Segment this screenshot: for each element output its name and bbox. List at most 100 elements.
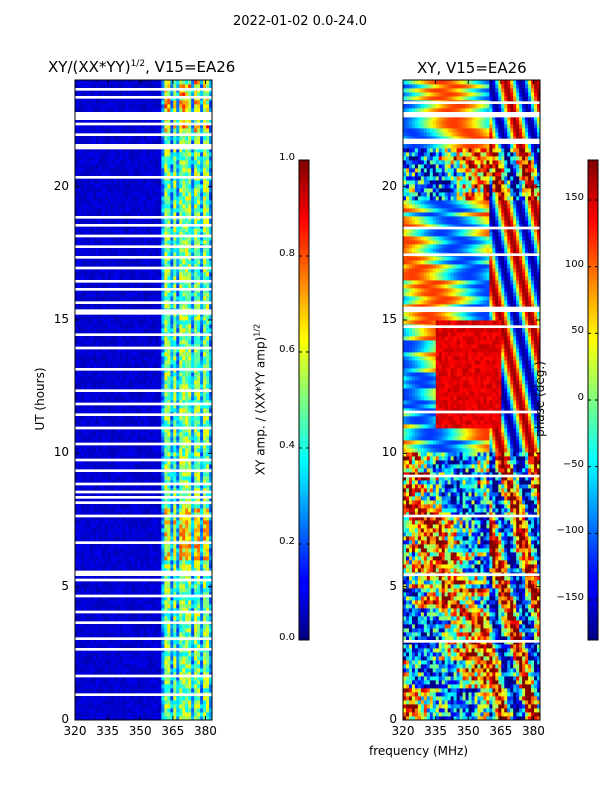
- left-heatmap-cell: [176, 512, 180, 517]
- left-heatmap-cell: [110, 292, 115, 297]
- left-heatmap-cell: [209, 704, 212, 709]
- left-heatmap-cell: [107, 324, 112, 329]
- left-heatmap-cell: [116, 556, 121, 561]
- left-heatmap-cell: [191, 344, 195, 349]
- left-heatmap-cell: [155, 704, 159, 709]
- left-heatmap-cell: [152, 640, 156, 645]
- left-heatmap-cell: [167, 324, 171, 329]
- left-heatmap-cell: [75, 660, 79, 665]
- left-heatmap-cell: [89, 372, 94, 377]
- left-heatmap-cell: [92, 588, 97, 593]
- left-heatmap-cell: [128, 348, 132, 353]
- left-heatmap-cell: [110, 336, 115, 341]
- left-heatmap-cell: [80, 600, 85, 605]
- left-heatmap-cell: [209, 488, 212, 493]
- left-heatmap-cell: [146, 532, 150, 537]
- left-heatmap-cell: [92, 652, 97, 657]
- left-heatmap-cell: [152, 524, 156, 529]
- left-heatmap-cell: [191, 588, 195, 593]
- left-heatmap-cell: [161, 292, 165, 297]
- left-heatmap-cell: [75, 296, 79, 301]
- left-heatmap-cell: [182, 376, 186, 381]
- left-heatmap-cell: [158, 324, 162, 329]
- left-heatmap-cell: [128, 664, 132, 669]
- left-heatmap-cell: [107, 588, 112, 593]
- left-heatmap-cell: [92, 304, 97, 309]
- left-heatmap-cell: [80, 456, 85, 461]
- left-heatmap-cell: [77, 640, 82, 645]
- left-heatmap-cell: [110, 464, 115, 469]
- left-heatmap-cell: [185, 416, 189, 421]
- left-heatmap-cell: [161, 652, 165, 657]
- left-heatmap-cell: [161, 592, 165, 597]
- left-heatmap-cell: [137, 408, 141, 413]
- left-heatmap-cell: [125, 380, 130, 385]
- left-heatmap-cell: [173, 684, 177, 689]
- left-heatmap-cell: [116, 584, 121, 589]
- left-heatmap-cell: [77, 596, 82, 601]
- left-heatmap-cell: [146, 464, 150, 469]
- left-heatmap-cell: [80, 532, 85, 537]
- left-heatmap-cell: [101, 608, 106, 613]
- left-heatmap-cell: [86, 640, 91, 645]
- left-heatmap-cell: [131, 712, 135, 717]
- left-heatmap-cell: [98, 400, 103, 405]
- left-heatmap-cell: [140, 640, 144, 645]
- left-heatmap-cell: [149, 560, 153, 565]
- left-heatmap-cell: [95, 360, 100, 365]
- left-heatmap-cell: [122, 548, 127, 553]
- left-heatmap-cell: [137, 428, 141, 433]
- left-heatmap-cell: [86, 716, 91, 720]
- left-heatmap-cell: [173, 484, 177, 489]
- left-heatmap-cell: [149, 652, 153, 657]
- left-heatmap-cell: [110, 568, 115, 573]
- left-heatmap-cell: [125, 592, 130, 597]
- left-heatmap-cell: [107, 560, 112, 565]
- left-heatmap-cell: [113, 544, 118, 549]
- left-heatmap-cell: [80, 416, 85, 421]
- left-heatmap-cell: [161, 688, 165, 693]
- left-heatmap-cell: [101, 556, 106, 561]
- left-heatmap-cell: [158, 708, 162, 713]
- left-heatmap-cell: [191, 552, 195, 557]
- left-heatmap-cell: [158, 484, 162, 489]
- left-heatmap-cell: [110, 604, 115, 609]
- left-heatmap-cell: [206, 612, 210, 617]
- left-heatmap-cell: [92, 476, 97, 481]
- left-heatmap-cell: [92, 712, 97, 717]
- left-heatmap-cell: [101, 404, 106, 409]
- left-heatmap-cell: [104, 384, 109, 389]
- left-heatmap-cell: [137, 628, 141, 633]
- left-heatmap-cell: [107, 436, 112, 441]
- left-heatmap-cell: [197, 528, 201, 533]
- left-heatmap-cell: [143, 420, 147, 425]
- left-heatmap-cell: [125, 552, 130, 557]
- left-heatmap-cell: [98, 576, 103, 581]
- left-heatmap-cell: [197, 348, 201, 353]
- left-heatmap-cell: [98, 660, 103, 665]
- left-heatmap-cell: [86, 548, 91, 553]
- left-heatmap-cell: [155, 532, 159, 537]
- left-heatmap-cell: [80, 632, 85, 637]
- left-heatmap-cell: [185, 396, 189, 401]
- left-heatmap-cell: [191, 580, 195, 585]
- left-heatmap-cell: [83, 436, 88, 441]
- left-heatmap-cell: [203, 372, 207, 377]
- left-heatmap-cell: [80, 568, 85, 573]
- left-heatmap-cell: [200, 624, 204, 629]
- left-heatmap-cell: [179, 440, 183, 445]
- left-heatmap-cell: [128, 488, 132, 493]
- left-heatmap-cell: [137, 344, 141, 349]
- left-heatmap-cell: [158, 452, 162, 457]
- left-heatmap-cell: [143, 512, 147, 517]
- left-heatmap-cell: [128, 716, 132, 720]
- left-heatmap-cell: [158, 340, 162, 345]
- left-heatmap-cell: [119, 568, 124, 573]
- left-heatmap-cell: [83, 408, 88, 413]
- left-heatmap-cell: [113, 460, 118, 465]
- left-heatmap-cell: [98, 608, 103, 613]
- left-heatmap-cell: [143, 416, 147, 421]
- left-heatmap-cell: [176, 584, 180, 589]
- left-heatmap-cell: [170, 548, 174, 553]
- left-heatmap-cell: [122, 592, 127, 597]
